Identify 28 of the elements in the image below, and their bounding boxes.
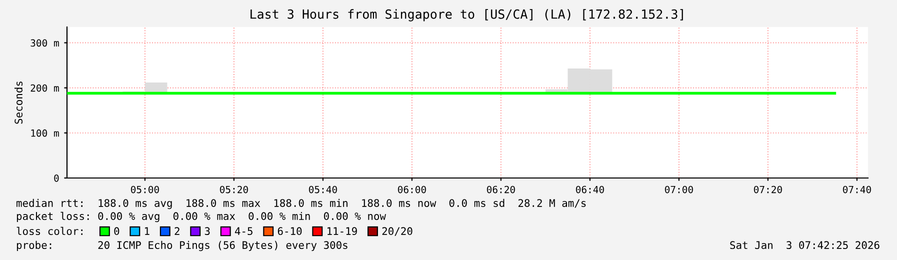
- legend-label: 3: [204, 227, 210, 236]
- y-tick-label: 0: [54, 174, 59, 182]
- legend-label: 20/20: [382, 227, 412, 236]
- text: median rtt: 188.0 ms avg 188.0 ms max 188.0 ms min 188.0 ms now 0.0 ms sd 28.2 M am/s: [16, 198, 586, 210]
- text: probe: 20 ICMP Echo Pings (56 Bytes) every 300s: [16, 240, 348, 252]
- legend-label: 6-10: [278, 227, 302, 236]
- x-tick-label: 05:00: [130, 186, 159, 194]
- legend-label: 4-5: [234, 227, 252, 236]
- y-axis-title: Seconds: [14, 82, 23, 124]
- legend-label: 0: [114, 227, 120, 236]
- x-tick-label: 07:00: [664, 186, 693, 194]
- x-tick-label: 06:40: [576, 186, 604, 194]
- legend-label: 2: [174, 227, 180, 235]
- y-tick-label: 200 m: [30, 84, 59, 92]
- chart-title: Last 3 Hours from Singapore to [US/CA] (LA) [172.82.152.3]: [250, 9, 683, 22]
- y-tick-label: 300 m: [30, 39, 59, 47]
- text: Sat Jan 3 07:42:25 2026: [730, 241, 880, 250]
- legend-label: 11-19: [328, 227, 357, 236]
- text: packet loss: 0.00 % avg 0.00 % max 0.00 % min 0.00 % now: [16, 212, 386, 222]
- x-tick-label: 05:40: [308, 186, 337, 194]
- legend-title: loss color:: [16, 226, 82, 236]
- y-tick-label: 100 m: [31, 129, 59, 137]
- legend-label: 1: [145, 227, 150, 235]
- x-tick-label: 07:40: [842, 186, 871, 194]
- x-tick-label: 06:00: [398, 186, 426, 194]
- x-tick-label: 07:20: [754, 186, 782, 194]
- x-tick-label: 06:20: [486, 186, 515, 194]
- x-tick-label: 05:20: [220, 186, 248, 194]
